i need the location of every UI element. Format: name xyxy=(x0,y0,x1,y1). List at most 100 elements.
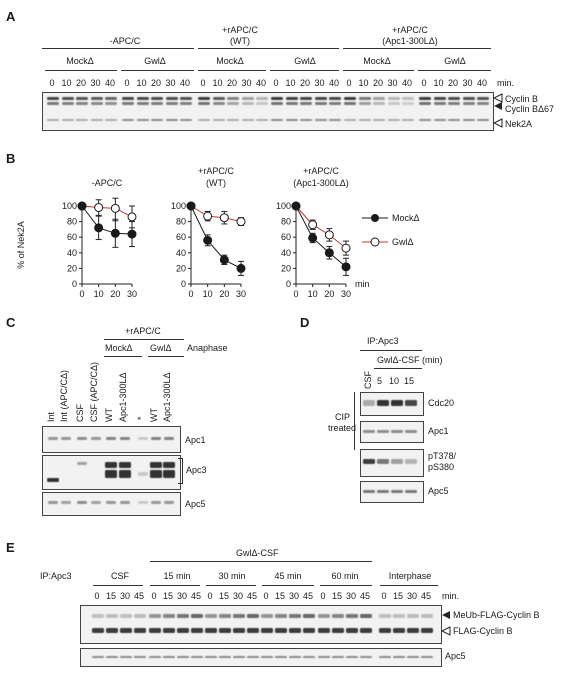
ip-label-d: IP:Apc3 xyxy=(367,336,399,346)
blot-band xyxy=(373,97,385,100)
y-tick-label: 0 xyxy=(72,279,77,289)
blot-e-apc5 xyxy=(80,648,442,667)
timepoint-a: 10 xyxy=(212,78,223,88)
blot-band xyxy=(346,656,358,658)
blot-band xyxy=(138,437,148,440)
data-point xyxy=(308,233,318,243)
blot-band xyxy=(314,119,327,121)
blot-band xyxy=(47,102,59,105)
timepoint-e: 30 xyxy=(288,591,299,601)
group-e-45: 45 min xyxy=(274,571,302,581)
blot-band xyxy=(377,459,389,464)
chart-title: (Apc1-300LΔ) xyxy=(293,178,349,188)
ip-label-e: IP:Apc3 xyxy=(40,571,72,581)
lane-label-c: Int (APC/CΔ) xyxy=(59,369,69,422)
blot-band xyxy=(387,97,400,100)
blot-band xyxy=(256,102,268,105)
timepoint-e: 45 xyxy=(420,591,431,601)
x-tick-label: 10 xyxy=(94,289,104,298)
timepoint-a: 0 xyxy=(124,78,130,88)
band-label-flag-cyclin: FLAG-Cyclin B xyxy=(453,626,513,636)
timepoint-e: 30 xyxy=(176,591,187,601)
timepoint-e: 0 xyxy=(381,591,387,601)
blot-band xyxy=(105,470,117,478)
blot-band xyxy=(344,119,356,121)
timepoint-e: 15 xyxy=(331,591,342,601)
blot-band xyxy=(402,119,414,121)
blot-band xyxy=(318,614,330,618)
blot-band xyxy=(151,501,161,504)
blot-band xyxy=(105,462,117,468)
blot-band xyxy=(134,656,146,658)
blot-band xyxy=(198,102,210,105)
blot-band xyxy=(106,628,118,633)
y-tick-label: 60 xyxy=(67,232,77,242)
band-label-pt378: pT378/ pS380 xyxy=(428,451,457,472)
blot-band xyxy=(219,614,231,618)
blot-band xyxy=(134,628,146,633)
blot-band xyxy=(90,119,103,121)
blot-band xyxy=(91,437,101,440)
timepoint-e: 30 xyxy=(119,591,130,601)
blot-band xyxy=(275,628,287,633)
blot-band xyxy=(433,102,446,105)
timepoint-a: 40 xyxy=(255,78,266,88)
timepoint-a: 30 xyxy=(314,78,325,88)
blot-band xyxy=(433,97,446,100)
blot-band xyxy=(448,102,460,105)
legend-gwl: GwlΔ xyxy=(392,237,414,247)
data-point xyxy=(308,220,318,230)
blot-band xyxy=(120,437,130,440)
timepoint-e: 45 xyxy=(302,591,313,601)
y-tick-label: 80 xyxy=(176,217,186,227)
y-tick-label: 0 xyxy=(286,279,291,289)
y-tick-label: 100 xyxy=(62,201,77,211)
blot-band xyxy=(106,614,118,618)
blot-a xyxy=(42,92,494,131)
unit-min-a: min. xyxy=(497,78,515,88)
blot-band xyxy=(360,614,372,618)
blot-band xyxy=(134,614,146,618)
blot-d-cdc20 xyxy=(360,392,424,416)
blot-band xyxy=(120,501,130,504)
blot-band xyxy=(373,119,385,121)
group-e-15: 15 min xyxy=(163,571,191,581)
blot-band xyxy=(363,459,375,464)
blot-band xyxy=(358,97,371,100)
timepoint-a: 30 xyxy=(241,78,252,88)
blot-band xyxy=(76,119,88,121)
data-point xyxy=(203,235,213,245)
y-tick-label: 40 xyxy=(281,248,291,258)
blot-band xyxy=(233,628,245,633)
group-e-interphase: Interphase xyxy=(388,571,432,581)
series-line xyxy=(190,205,242,269)
blot-band xyxy=(76,97,88,100)
blot-band xyxy=(314,97,327,100)
blot-band xyxy=(360,628,372,633)
blot-band xyxy=(205,656,217,658)
timepoint-a: 0 xyxy=(273,78,279,88)
panel-letter-a: A xyxy=(6,9,16,24)
y-tick-label: 20 xyxy=(176,263,186,273)
blot-band xyxy=(212,97,225,100)
blot-band xyxy=(405,430,417,433)
condition-gwl-1: GwlΔ xyxy=(144,56,166,66)
data-point xyxy=(324,230,334,240)
blot-band xyxy=(165,97,178,100)
timepoint-a: 20 xyxy=(372,78,383,88)
group-label-wt: +rAPC/C (WT) xyxy=(222,25,258,46)
blot-band xyxy=(300,102,312,105)
blot-band xyxy=(198,119,210,121)
blot-band xyxy=(358,102,371,105)
timepoint-a: 40 xyxy=(476,78,487,88)
blot-band xyxy=(360,656,372,658)
blot-band xyxy=(76,102,88,105)
blot-band xyxy=(407,628,419,633)
lane-label-c: WT xyxy=(149,408,159,422)
timepoint-a: 20 xyxy=(226,78,237,88)
timepoint-e: 0 xyxy=(263,591,269,601)
blot-band xyxy=(433,119,446,121)
blot-band xyxy=(77,437,87,440)
timepoint-e: 15 xyxy=(274,591,285,601)
blot-d-apc5 xyxy=(360,481,424,503)
